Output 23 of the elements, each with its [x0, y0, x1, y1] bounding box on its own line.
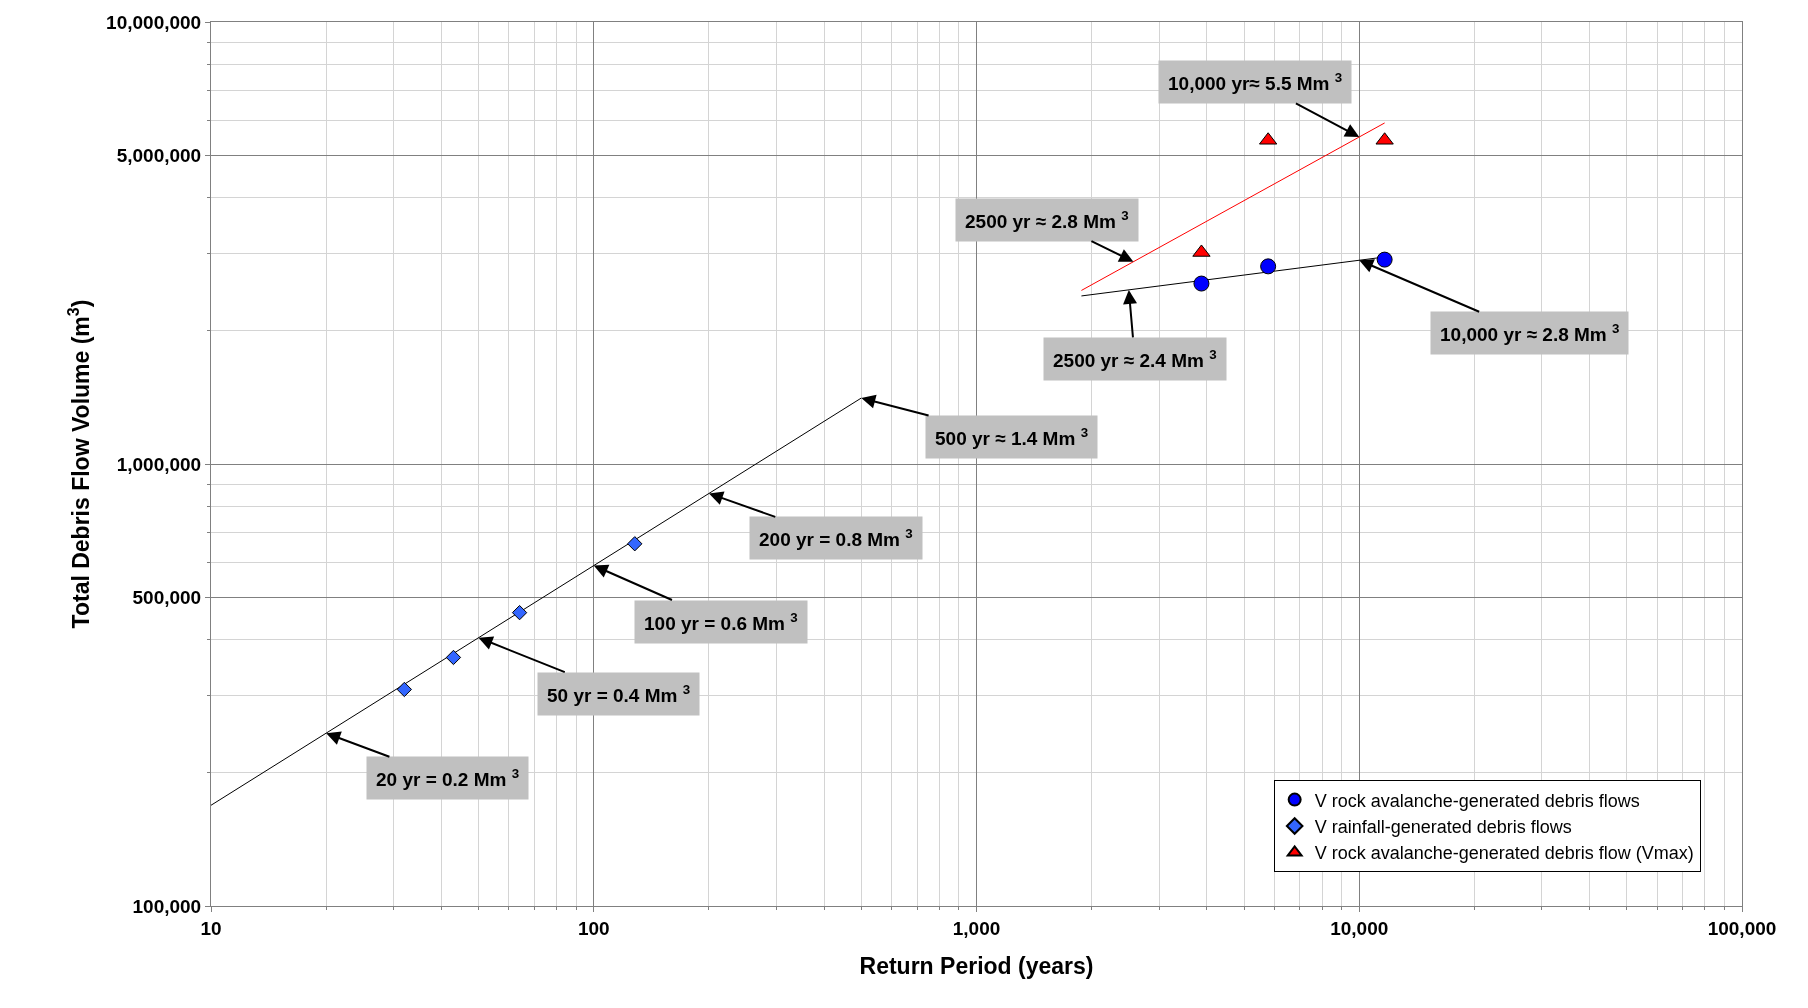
y-tick-label: 5,000,000	[116, 144, 202, 166]
annotation: 500 yr ≈ 1.4 Mm $^{3}$	[935, 425, 1089, 449]
annotation: 10,000 yr ≈ 2.8 Mm $^{3}$	[1440, 321, 1620, 345]
legend-label: V rainfall-generated debris flows	[1314, 817, 1572, 838]
annotation: 2500 yr ≈ 2.8 Mm $^{3}$	[965, 208, 1129, 232]
annotation: 50 yr = 0.4 Mm $^{3}$	[547, 682, 691, 706]
y-tick-label: 1,000,000	[116, 453, 202, 475]
y-tick-label: 500,000	[132, 586, 202, 608]
x-tick-label: 100,000	[1707, 917, 1777, 939]
annotation: 20 yr = 0.2 Mm $^{3}$	[376, 766, 520, 790]
x-tick-label: 1,000	[952, 917, 1001, 939]
x-axis-title: Return Period (years)	[859, 953, 1094, 980]
x-tick-label: 10,000	[1330, 917, 1389, 939]
annotation: 10,000 yr≈ 5.5 Mm $^{3}$	[1168, 70, 1343, 94]
annotation: 200 yr = 0.8 Mm $^{3}$	[759, 526, 913, 550]
x-tick-label: 10	[200, 917, 222, 939]
x-tick-label: 100	[577, 917, 610, 939]
y-tick-label: 100,000	[132, 895, 202, 917]
y-tick-label: 10,000,000	[106, 11, 202, 33]
annotation: 100 yr = 0.6 Mm $^{3}$	[644, 610, 798, 634]
annotation: 2500 yr ≈ 2.4 Mm $^{3}$	[1053, 347, 1217, 371]
legend-label: V rock avalanche-generated debris flow (Vmax)	[1314, 843, 1694, 864]
legend-label: V rock avalanche-generated debris flows	[1314, 790, 1640, 811]
